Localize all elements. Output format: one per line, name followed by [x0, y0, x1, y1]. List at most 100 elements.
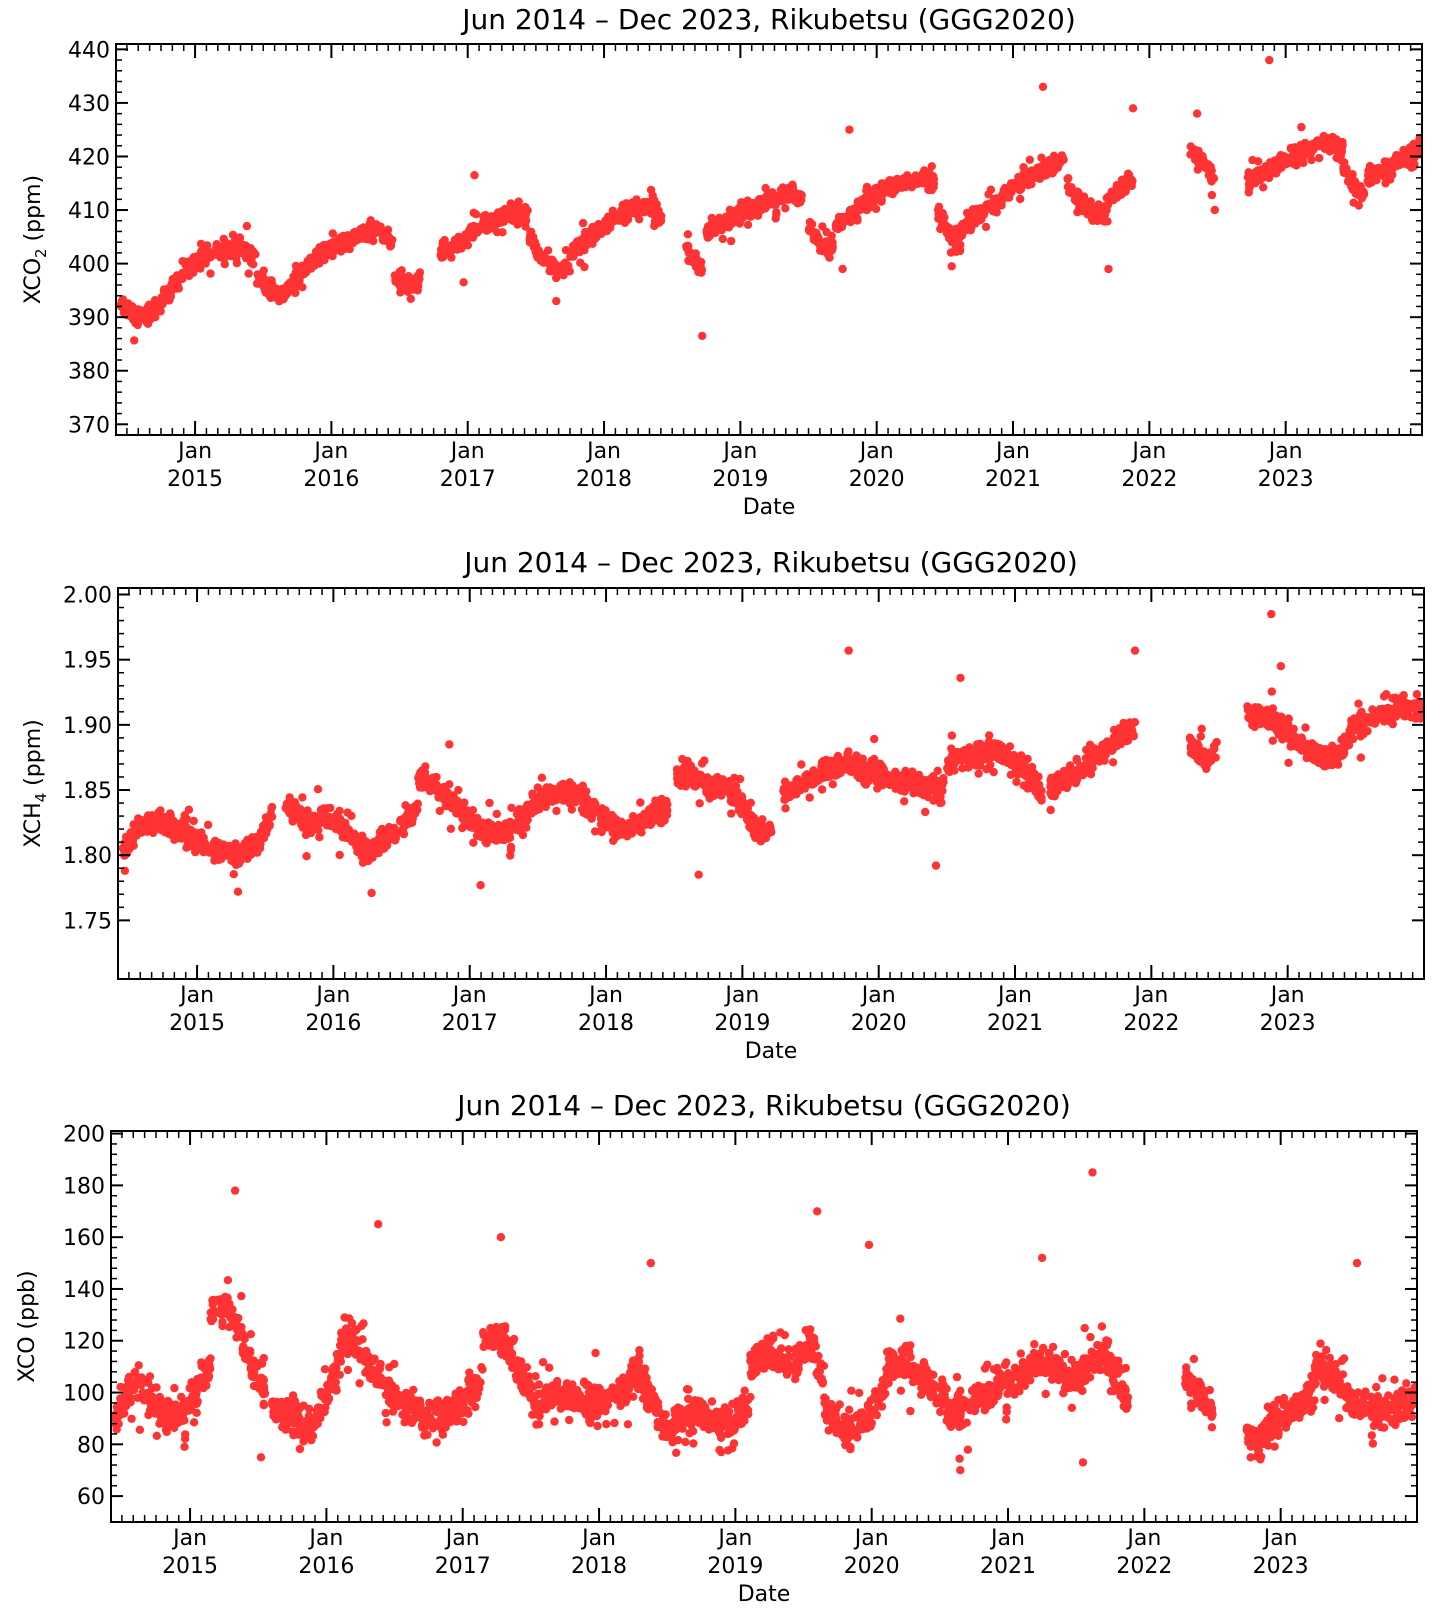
data-points — [118, 609, 1424, 898]
y-tick-label: 390 — [68, 306, 110, 331]
data-point — [611, 818, 620, 827]
data-point — [946, 248, 956, 257]
data-point — [572, 245, 581, 254]
data-point — [320, 256, 329, 265]
data-point — [1415, 149, 1422, 158]
data-point — [246, 258, 256, 267]
data-point — [184, 835, 193, 844]
y-tick-label: 400 — [68, 253, 110, 278]
data-point — [880, 774, 890, 783]
data-point — [1272, 169, 1281, 178]
data-point — [588, 239, 597, 248]
data-point — [301, 830, 311, 840]
data-point — [1337, 143, 1347, 152]
data-point — [566, 792, 575, 801]
data-point — [156, 806, 165, 815]
data-point — [1315, 153, 1324, 163]
data-point — [1259, 183, 1268, 192]
data-point — [522, 823, 531, 832]
data-point — [1013, 770, 1022, 779]
data-point — [413, 271, 422, 280]
data-point — [945, 224, 954, 233]
data-point — [315, 833, 324, 842]
outlier-point — [459, 278, 468, 287]
data-point — [281, 288, 290, 298]
outlier-point — [1192, 109, 1202, 118]
data-point — [298, 793, 307, 802]
data-point — [1063, 174, 1072, 184]
data-point — [1357, 193, 1367, 202]
data-point — [900, 797, 909, 806]
data-point — [891, 177, 900, 186]
data-point — [937, 220, 947, 229]
data-point — [168, 282, 177, 291]
data-point — [418, 766, 427, 775]
data-point — [505, 205, 515, 214]
data-point — [218, 850, 228, 860]
data-point — [1012, 777, 1021, 787]
data-point — [440, 235, 449, 245]
outlier-point — [838, 264, 847, 274]
data-point — [836, 768, 845, 778]
data-point — [349, 829, 359, 838]
data-point — [818, 222, 827, 231]
data-point — [986, 746, 995, 756]
data-point — [127, 833, 136, 842]
y-axis-label: XCO2 (ppm) — [21, 175, 50, 304]
data-point — [877, 196, 886, 205]
data-point — [400, 277, 409, 286]
data-point — [727, 794, 736, 803]
data-point — [972, 740, 982, 749]
data-point — [933, 786, 943, 796]
data-point — [188, 260, 197, 269]
data-point — [633, 211, 643, 220]
data-point — [140, 826, 149, 836]
data-point — [492, 824, 501, 833]
data-point — [986, 760, 995, 769]
data-point — [505, 817, 515, 826]
data-point — [546, 262, 555, 271]
data-point — [653, 802, 663, 811]
outlier-point — [845, 125, 854, 134]
data-point — [743, 220, 753, 229]
data-point — [313, 785, 323, 794]
data-point — [781, 204, 790, 213]
data-point — [228, 230, 238, 240]
data-point — [1336, 149, 1345, 159]
data-point — [847, 767, 856, 776]
data-point — [744, 208, 754, 217]
data-point — [1388, 170, 1397, 179]
data-point — [479, 211, 489, 220]
data-point — [528, 807, 537, 817]
data-point — [197, 843, 207, 852]
data-point — [1276, 150, 1286, 160]
x-tick-month: Jan — [449, 439, 485, 464]
data-points — [116, 55, 1422, 345]
data-point — [328, 229, 337, 238]
data-point — [507, 803, 516, 812]
data-point — [778, 183, 787, 192]
plot-frame — [115, 43, 1423, 436]
data-point — [182, 843, 191, 852]
data-point — [492, 809, 501, 819]
data-point — [770, 192, 779, 201]
data-point — [1354, 201, 1364, 210]
data-point — [597, 229, 606, 238]
data-point — [1002, 752, 1011, 761]
data-point — [541, 802, 550, 812]
data-point — [673, 769, 682, 778]
data-point — [578, 218, 588, 228]
data-point — [1414, 137, 1422, 146]
data-point — [347, 811, 356, 821]
x-tick-month: Jan — [721, 439, 757, 464]
data-point — [761, 183, 770, 193]
data-point — [828, 238, 837, 247]
data-point — [514, 826, 524, 835]
x-tick-month: Jan — [1267, 439, 1303, 464]
data-point — [1367, 178, 1377, 187]
data-point — [852, 752, 861, 761]
data-point — [469, 815, 478, 825]
data-point — [1008, 183, 1017, 192]
data-point — [206, 269, 215, 278]
data-point — [529, 237, 538, 246]
